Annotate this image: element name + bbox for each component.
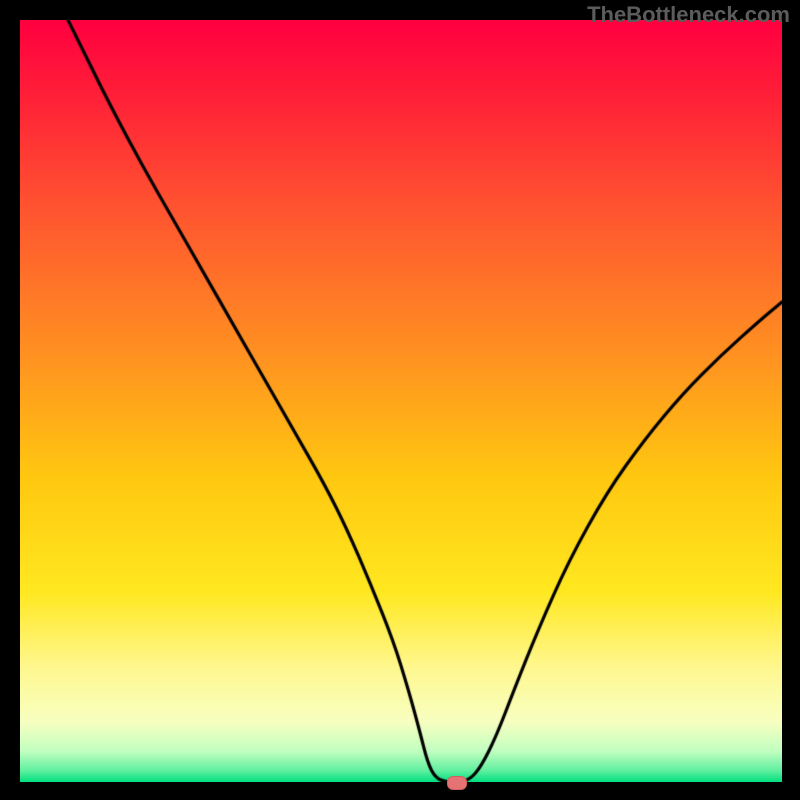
chart-container: TheBottleneck.com xyxy=(0,0,800,800)
bottleneck-curve xyxy=(20,20,782,782)
watermark-label: TheBottleneck.com xyxy=(587,2,790,28)
plot-area xyxy=(20,20,782,782)
optimal-point-marker xyxy=(447,776,467,790)
